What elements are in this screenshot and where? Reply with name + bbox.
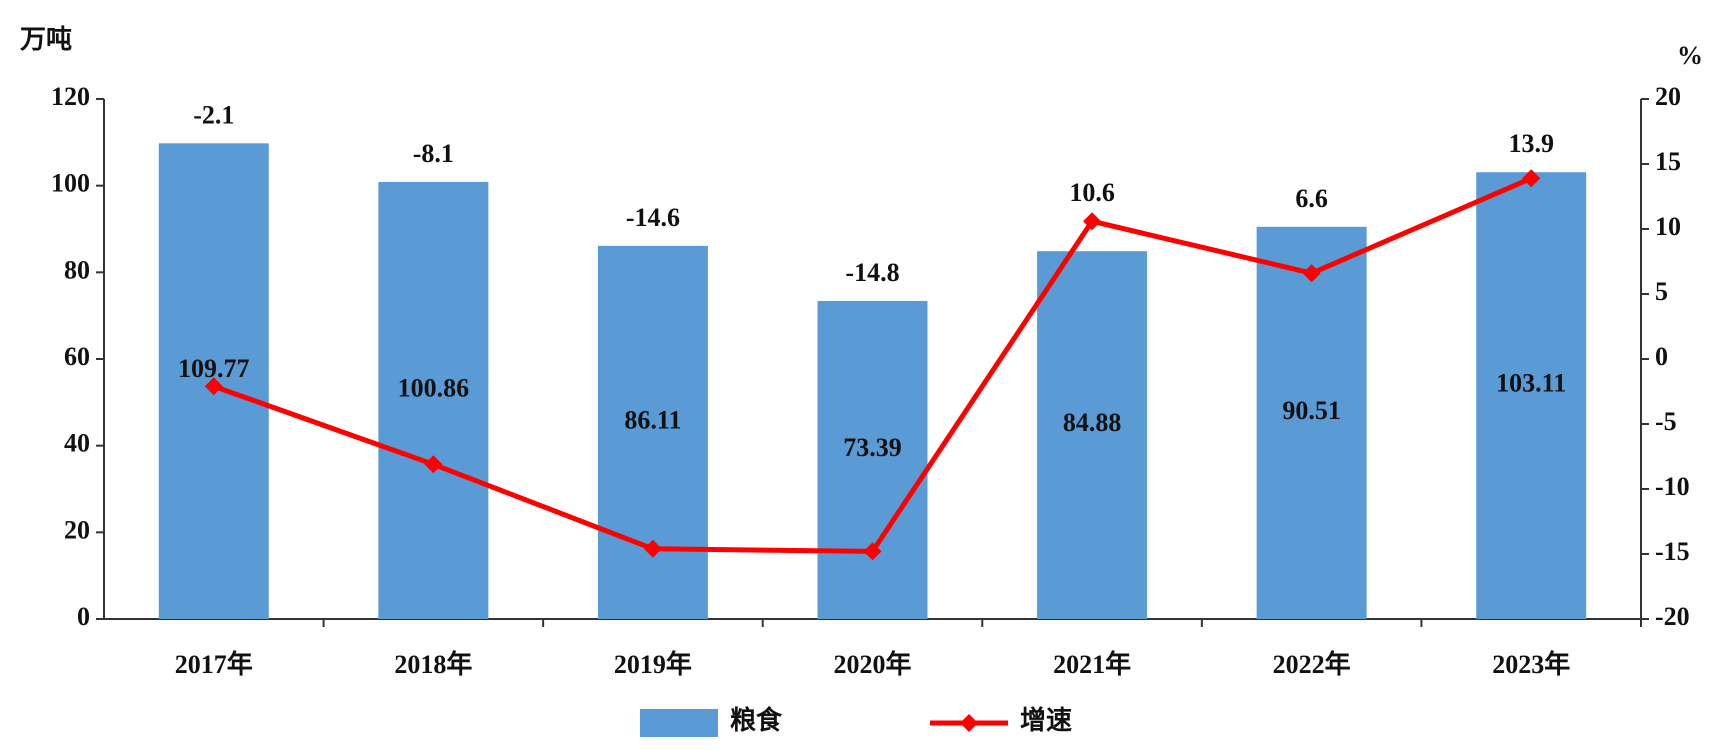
- legend-swatch: [640, 709, 718, 737]
- y2-tick-label: -5: [1655, 407, 1677, 436]
- x-tick-label: 2017年: [175, 649, 253, 679]
- bar-value-label: 73.39: [843, 433, 902, 462]
- y2-tick-label: 5: [1655, 277, 1668, 306]
- line-value-label: -14.6: [626, 203, 680, 232]
- line-value-label: -14.8: [845, 258, 899, 287]
- bar: [1256, 226, 1367, 620]
- x-tick-label: 2020年: [833, 649, 911, 679]
- line-value-label: 6.6: [1295, 184, 1328, 213]
- line-value-label: -2.1: [193, 100, 234, 129]
- y-tick-label: 120: [51, 82, 90, 111]
- x-tick-label: 2019年: [614, 649, 692, 679]
- bar-value-label: 86.11: [624, 405, 681, 434]
- line-marker: [643, 539, 662, 558]
- line-marker: [863, 542, 882, 561]
- legend-label: 粮食: [730, 705, 783, 735]
- line-marker: [424, 455, 443, 474]
- y-axis-label: 万吨: [20, 25, 72, 54]
- x-tick-label: 2018年: [394, 649, 472, 679]
- bar-value-label: 103.11: [1496, 369, 1566, 398]
- bar: [378, 181, 489, 619]
- bar-value-label: 90.51: [1282, 396, 1341, 425]
- line-marker: [1522, 169, 1541, 188]
- x-tick-label: 2023年: [1492, 649, 1570, 679]
- y2-tick-label: 0: [1655, 342, 1668, 371]
- y2-tick-label: 10: [1655, 212, 1681, 241]
- line-marker: [204, 377, 223, 396]
- y-tick-label: 100: [51, 169, 90, 198]
- bar: [817, 300, 928, 619]
- bar-value-label: 84.88: [1063, 408, 1122, 437]
- bar: [1476, 172, 1587, 619]
- line-value-label: -8.1: [413, 139, 454, 168]
- y-tick-label: 20: [64, 515, 90, 544]
- x-tick-label: 2021年: [1053, 649, 1131, 679]
- y2-tick-label: -20: [1655, 602, 1690, 631]
- line-value-label: 10.6: [1069, 178, 1115, 207]
- y-tick-label: 60: [64, 342, 90, 371]
- bar: [1037, 251, 1148, 620]
- y2-axis-label: %: [1677, 41, 1703, 70]
- bar-value-label: 100.86: [398, 373, 470, 402]
- line-value-label: 13.9: [1508, 129, 1554, 158]
- y-tick-label: 40: [64, 429, 90, 458]
- line-marker: [1302, 264, 1321, 283]
- y2-tick-label: 15: [1655, 147, 1681, 176]
- y-tick-label: 0: [77, 602, 90, 631]
- x-tick-label: 2022年: [1273, 649, 1351, 679]
- y2-tick-label: -15: [1655, 537, 1690, 566]
- y2-tick-label: -10: [1655, 472, 1690, 501]
- line-marker: [1083, 212, 1102, 231]
- y-tick-label: 80: [64, 255, 90, 284]
- legend-label: 增速: [1020, 705, 1072, 735]
- y2-tick-label: 20: [1655, 82, 1681, 111]
- legend-marker: [960, 714, 978, 732]
